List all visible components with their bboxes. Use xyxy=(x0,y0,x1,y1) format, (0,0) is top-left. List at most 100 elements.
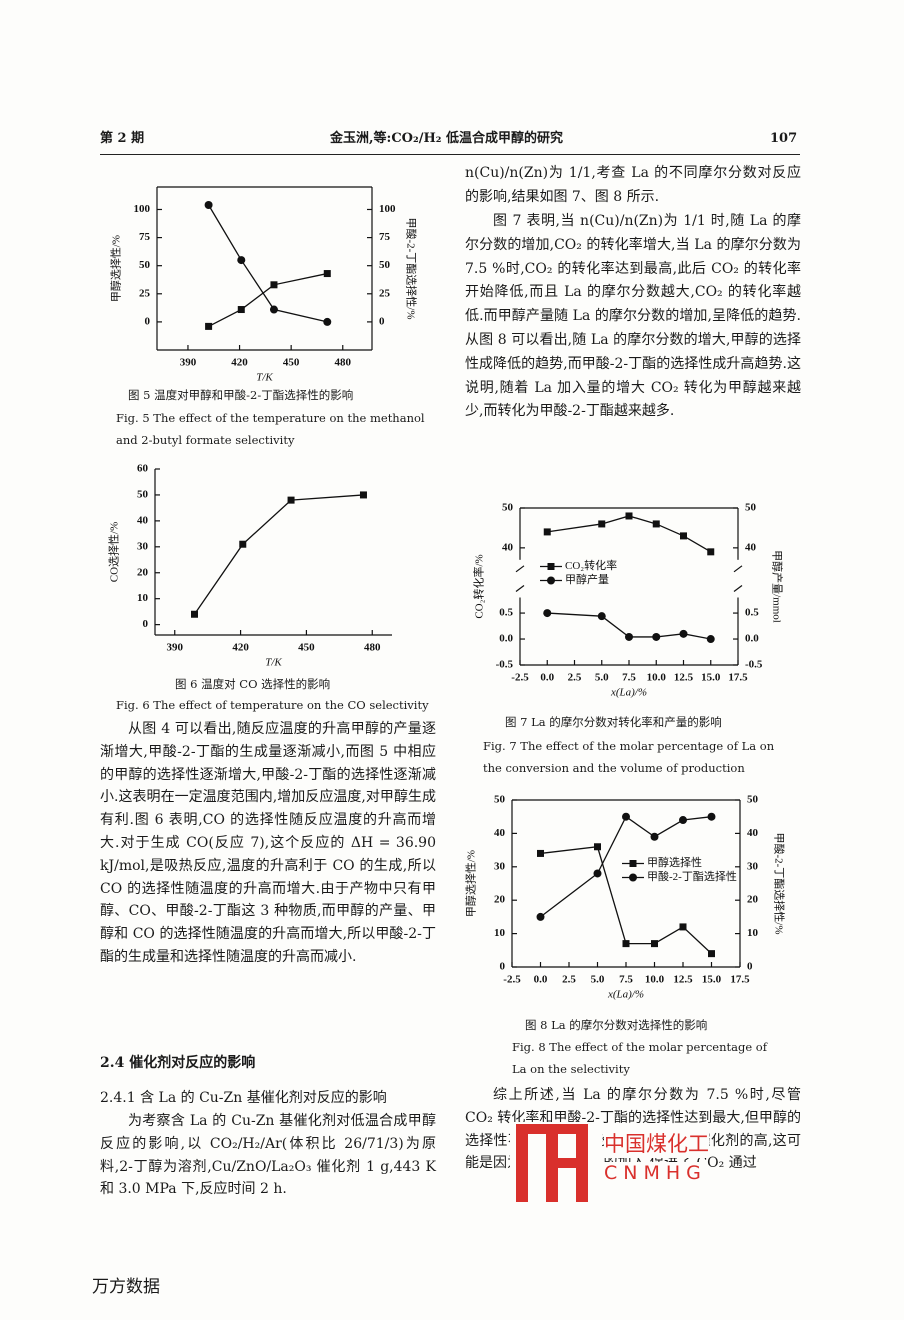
data-point xyxy=(536,912,545,921)
y-tick-label: 0 xyxy=(145,315,151,327)
data-point xyxy=(191,610,198,618)
paragraph: 为考察含 La 的 Cu-Zn 基催化剂对低温合成甲醇反应的影响,以 CO₂/H… xyxy=(100,1113,436,1198)
x-tick-label: 12.5 xyxy=(674,672,694,684)
data-point xyxy=(679,923,687,931)
x-tick-label: 7.5 xyxy=(622,672,636,684)
footer: 万方数据 xyxy=(92,1277,160,1297)
chart: -2.5 0.0 2.5 5.0 7.5 10.0 12.5 15.0 17.5-0.50.00… xyxy=(472,502,785,699)
chart: 390 420 450 480 0 25 50 75 100 0 25 50 75 100 T/K 甲醇选择性… xyxy=(109,186,418,384)
y2-tick-label: 40 xyxy=(747,827,759,839)
y-tick-label: 75 xyxy=(139,231,151,243)
caption-zh: 图 5 温度对甲醇和甲酸-2-丁酯选择性的影响 xyxy=(128,388,354,402)
header-rule xyxy=(100,154,800,155)
y2-tick-label: 0 xyxy=(379,315,385,327)
data-point xyxy=(680,532,687,540)
y-tick-label: 0.5 xyxy=(499,607,513,619)
y-axis-label: 甲醇选择性/% xyxy=(464,850,478,917)
y2-axis-label: 甲醇产量/mmol xyxy=(770,550,784,623)
y2-tick-label: 100 xyxy=(379,203,396,215)
y2-tick-label: 75 xyxy=(379,231,391,243)
watermark-logo xyxy=(510,1122,602,1204)
y2-axis-label: 甲酸-2-丁酯选择性/% xyxy=(404,217,418,319)
x-axis-label: T/K xyxy=(256,372,273,384)
x-tick-label: 390 xyxy=(180,357,197,369)
data-point xyxy=(594,843,601,851)
legend-marker xyxy=(629,873,637,882)
y-tick-label: 50 xyxy=(137,488,149,500)
series-line xyxy=(547,515,712,553)
legend-marker xyxy=(547,563,555,570)
y-axis-label: 甲醇选择性/% xyxy=(109,235,123,302)
data-point xyxy=(287,496,295,504)
x-tick-label: 17.5 xyxy=(728,672,748,684)
data-point xyxy=(707,812,716,821)
page-number: 107 xyxy=(770,131,798,146)
x-tick-label: 2.5 xyxy=(568,672,582,684)
subsection-heading: 2.4.1 含 La 的 Cu-Zn 基催化剂对反应的影响 xyxy=(100,1090,387,1106)
data-point xyxy=(650,832,659,841)
y-tick-label: 20 xyxy=(137,566,149,578)
y2-tick-label: 50 xyxy=(379,259,391,271)
data-point xyxy=(679,629,688,638)
y-tick-label: 40 xyxy=(137,514,149,526)
y-tick-label: 0.0 xyxy=(499,633,513,645)
x-tick-label: 15.0 xyxy=(702,974,722,986)
x-tick-label: 420 xyxy=(232,642,249,654)
caption-zh: 图 6 温度对 CO 选择性的影响 xyxy=(175,677,331,691)
data-point xyxy=(204,200,213,209)
data-point xyxy=(625,512,633,520)
caption-en: Fig. 7 The effect of the molar percentag… xyxy=(483,739,775,775)
caption-en: Fig. 5 The effect of the temperature on … xyxy=(116,411,425,447)
y-tick-label: 50 xyxy=(502,502,514,514)
section-heading: 2.4 催化剂对反应的影响 xyxy=(100,1055,256,1071)
x-tick-label: 480 xyxy=(335,357,352,369)
series-line xyxy=(547,612,711,640)
paragraph: n(Cu)/n(Zn)为 1/1,考查 La 的不同摩尔分数对反应的影响,结果如… xyxy=(465,165,801,205)
axis-break xyxy=(515,565,525,573)
data-point xyxy=(597,612,606,621)
y-tick-label: -0.5 xyxy=(496,659,514,671)
y-tick-label: 0 xyxy=(500,961,506,973)
chart: -2.5 0.0 2.5 5.0 7.5 10.0 12.5 15.0 17.501020304… xyxy=(464,794,787,1001)
y-tick-label: 50 xyxy=(139,259,151,271)
caption-zh: 图 8 La 的摩尔分数对选择性的影响 xyxy=(525,1018,708,1032)
data-point xyxy=(652,520,660,528)
chart: 390 420 450 480 0 10 20 30 40 50 60 T/K CO选择性/% xyxy=(107,463,392,669)
y2-tick-label: 0.5 xyxy=(745,607,759,619)
y2-tick-label: 30 xyxy=(747,860,759,872)
y2-tick-label: 10 xyxy=(747,927,759,939)
x-tick-label: 5.0 xyxy=(595,672,609,684)
running-title: 金玉洲,等:CO₂/H₂ 低温合成甲醇的研究 xyxy=(330,131,563,146)
watermark-code: CNMHG xyxy=(604,1162,707,1184)
y-tick-label: 10 xyxy=(494,927,506,939)
x-tick-label: 390 xyxy=(167,642,184,654)
y2-tick-label: 40 xyxy=(745,541,757,553)
x-tick-label: 15.0 xyxy=(701,672,721,684)
x-tick-label: -2.5 xyxy=(503,974,521,986)
y2-tick-label: -0.5 xyxy=(745,659,763,671)
legend-marker xyxy=(547,576,555,585)
data-point xyxy=(651,940,658,948)
series-line xyxy=(193,494,364,615)
x-tick-label: 7.5 xyxy=(619,974,633,986)
data-point xyxy=(707,548,715,556)
y2-tick-label: 20 xyxy=(747,894,759,906)
paragraph: 图 7 表明,当 n(Cu)/n(Zn)为 1/1 时,随 La 的摩尔分数的增… xyxy=(465,213,801,420)
data-point xyxy=(239,540,247,548)
paragraph: 从图 4 可以看出,随反应温度的升高甲醇的产量逐渐增大,甲酸-2-丁酯的生成量逐… xyxy=(100,721,436,965)
y-tick-label: 30 xyxy=(137,540,149,552)
watermark-text: 中国煤化工 xyxy=(604,1128,709,1158)
data-point xyxy=(593,869,602,878)
data-point xyxy=(323,317,332,326)
x-tick-label: 0.0 xyxy=(534,974,548,986)
x-tick-label: 2.5 xyxy=(562,974,576,986)
data-point xyxy=(237,306,245,314)
legend-label: 甲醇产量 xyxy=(565,572,609,586)
x-axis-label: T/K xyxy=(265,657,282,669)
data-point xyxy=(706,635,715,644)
data-point xyxy=(323,270,331,278)
x-tick-label: 0.0 xyxy=(540,672,554,684)
x-tick-label: 12.5 xyxy=(673,974,693,986)
y2-tick-label: 0 xyxy=(747,961,753,973)
